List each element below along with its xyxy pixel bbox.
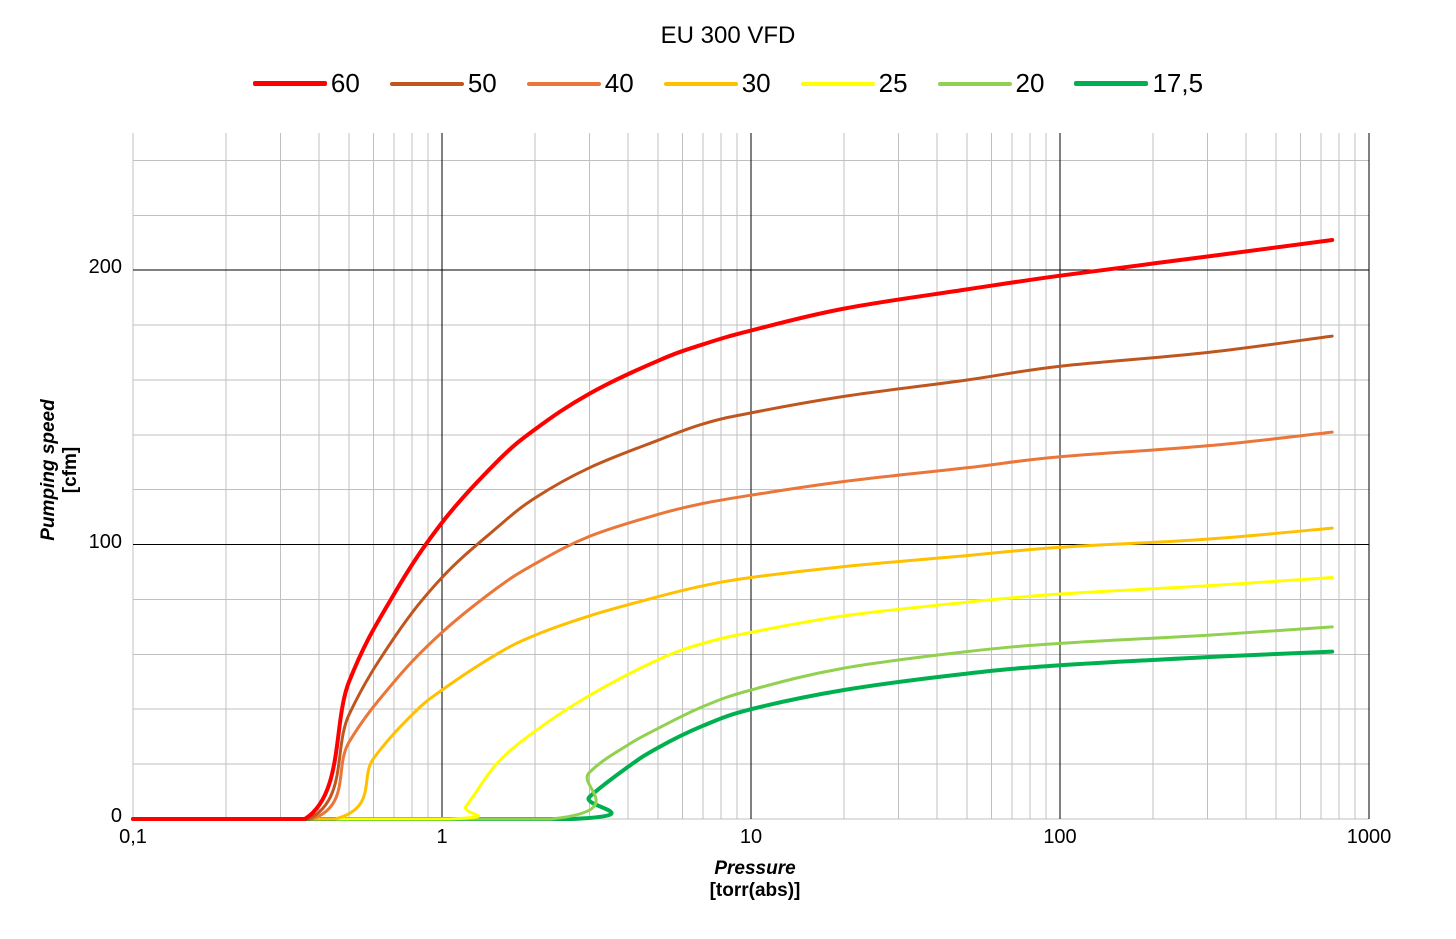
legend-swatch (252, 81, 327, 86)
y-axis-label-unit: [cfm] (60, 446, 81, 494)
legend-label: 20 (1015, 68, 1045, 98)
series-line-30 (131, 526, 1334, 821)
x-tick-label: 0,1 (119, 826, 147, 848)
x-axis-label-unit: [torr(abs)] (709, 880, 801, 901)
legend-item: 20 (937, 68, 1045, 99)
legend-label: 25 (878, 68, 908, 98)
chart-title: EU 300 VFD (660, 22, 796, 49)
legend-swatch (526, 81, 601, 86)
y-axis-label: Pumping speed [cfm] (38, 390, 82, 550)
x-axis-label: Pressure [torr(abs)] (655, 858, 855, 902)
series-line-17-5 (131, 649, 1335, 821)
legend-item: 60 (252, 68, 360, 99)
x-axis-label-title: Pressure (714, 858, 796, 879)
legend-item: 30 (663, 68, 771, 99)
x-tick-label: 100 (1043, 826, 1077, 848)
legend: 60 50 40 30 25 20 17,5 (0, 68, 1456, 99)
x-tick-label: 1000 (1346, 826, 1392, 848)
legend-label: 17,5 (1152, 68, 1204, 98)
legend-swatch (937, 81, 1012, 86)
x-tick-label: 1 (436, 826, 448, 848)
legend-label: 50 (467, 68, 497, 98)
legend-label: 40 (604, 68, 634, 98)
legend-swatch (663, 81, 738, 86)
y-axis-label-title: Pumping speed (38, 399, 59, 541)
legend-item: 50 (389, 68, 497, 99)
x-tick-label: 10 (739, 826, 763, 848)
legend-label: 30 (741, 68, 771, 98)
series-line-60 (131, 238, 1335, 821)
series-line-40 (131, 430, 1334, 821)
series-line-25 (131, 576, 1334, 821)
legend-swatch (389, 81, 464, 86)
legend-swatch (1074, 81, 1149, 86)
y-tick-label: 0 (110, 805, 122, 827)
series-line-50 (131, 334, 1334, 821)
legend-swatch (800, 81, 875, 86)
series-line-20 (131, 625, 1334, 821)
y-tick-label: 200 (88, 256, 122, 279)
legend-item: 40 (526, 68, 634, 99)
legend-item: 17,5 (1074, 68, 1203, 99)
y-tick-label: 100 (88, 530, 122, 553)
legend-item: 25 (800, 68, 908, 99)
legend-label: 60 (330, 68, 360, 98)
